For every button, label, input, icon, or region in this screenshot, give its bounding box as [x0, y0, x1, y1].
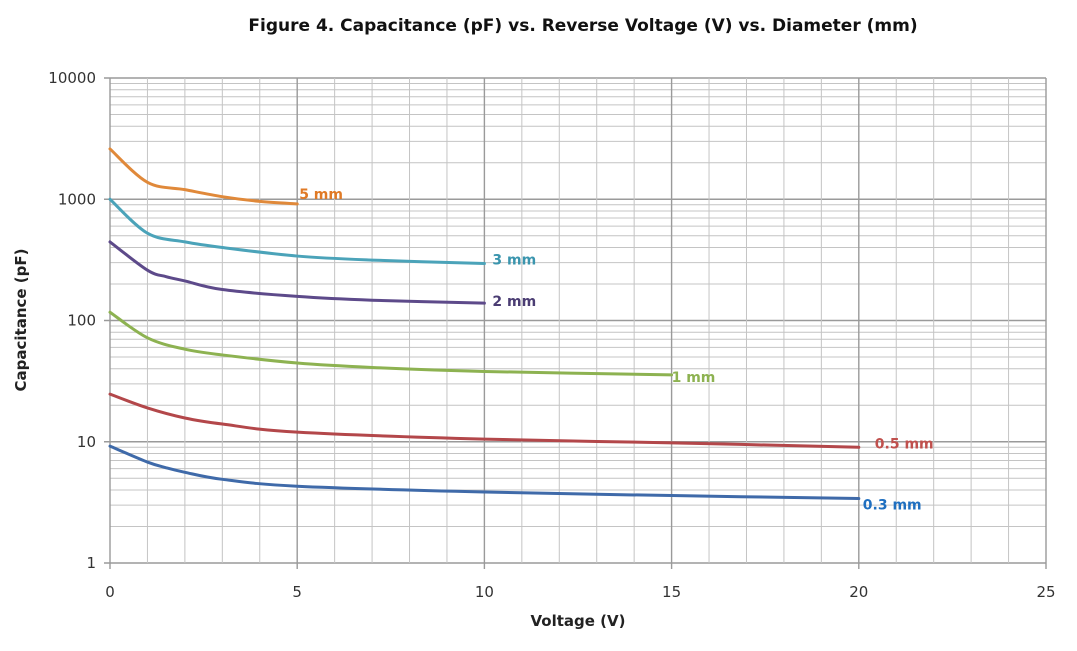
x-tick-label: 20 [849, 583, 868, 601]
series-label: 2 mm [492, 294, 536, 310]
series-label: 5 mm [299, 187, 343, 203]
y-tick-label: 1 [86, 554, 96, 572]
y-tick-label: 10 [77, 433, 96, 451]
series-line-5-mm [108, 147, 299, 206]
x-tick-label: 10 [475, 583, 494, 601]
y-tick-label: 10000 [48, 69, 96, 87]
x-tick-label: 0 [105, 583, 115, 601]
series-labels: 5 mm 3 mm 2 mm 1 mm 0.5 mm 0.3 mm [299, 187, 933, 514]
y-tick-label: 1000 [58, 190, 96, 208]
x-axis-label: Voltage (V) [531, 612, 626, 630]
series-label: 1 mm [672, 370, 716, 386]
series-line-2-mm [108, 240, 486, 305]
chart-title: Figure 4. Capacitance (pF) vs. Reverse V… [248, 16, 917, 36]
series-line-3-mm [108, 197, 486, 266]
grid [104, 77, 1047, 569]
series-line-0-3-mm [108, 444, 861, 501]
x-tick-label: 15 [662, 583, 681, 601]
series-line-0-5-mm [108, 392, 861, 449]
series-line-1-mm [108, 310, 674, 377]
y-axis-ticks: 1 10 100 1000 10000 [48, 69, 96, 572]
x-axis-ticks: 0 5 10 15 20 25 [105, 583, 1055, 601]
series-lines [108, 147, 861, 501]
series-label: 0.5 mm [875, 436, 934, 452]
x-tick-label: 5 [292, 583, 302, 601]
series-label: 3 mm [492, 253, 536, 269]
y-axis-label: Capacitance (pF) [12, 249, 30, 392]
series-label: 0.3 mm [863, 498, 922, 514]
y-tick-label: 100 [67, 312, 96, 330]
x-tick-label: 25 [1036, 583, 1055, 601]
